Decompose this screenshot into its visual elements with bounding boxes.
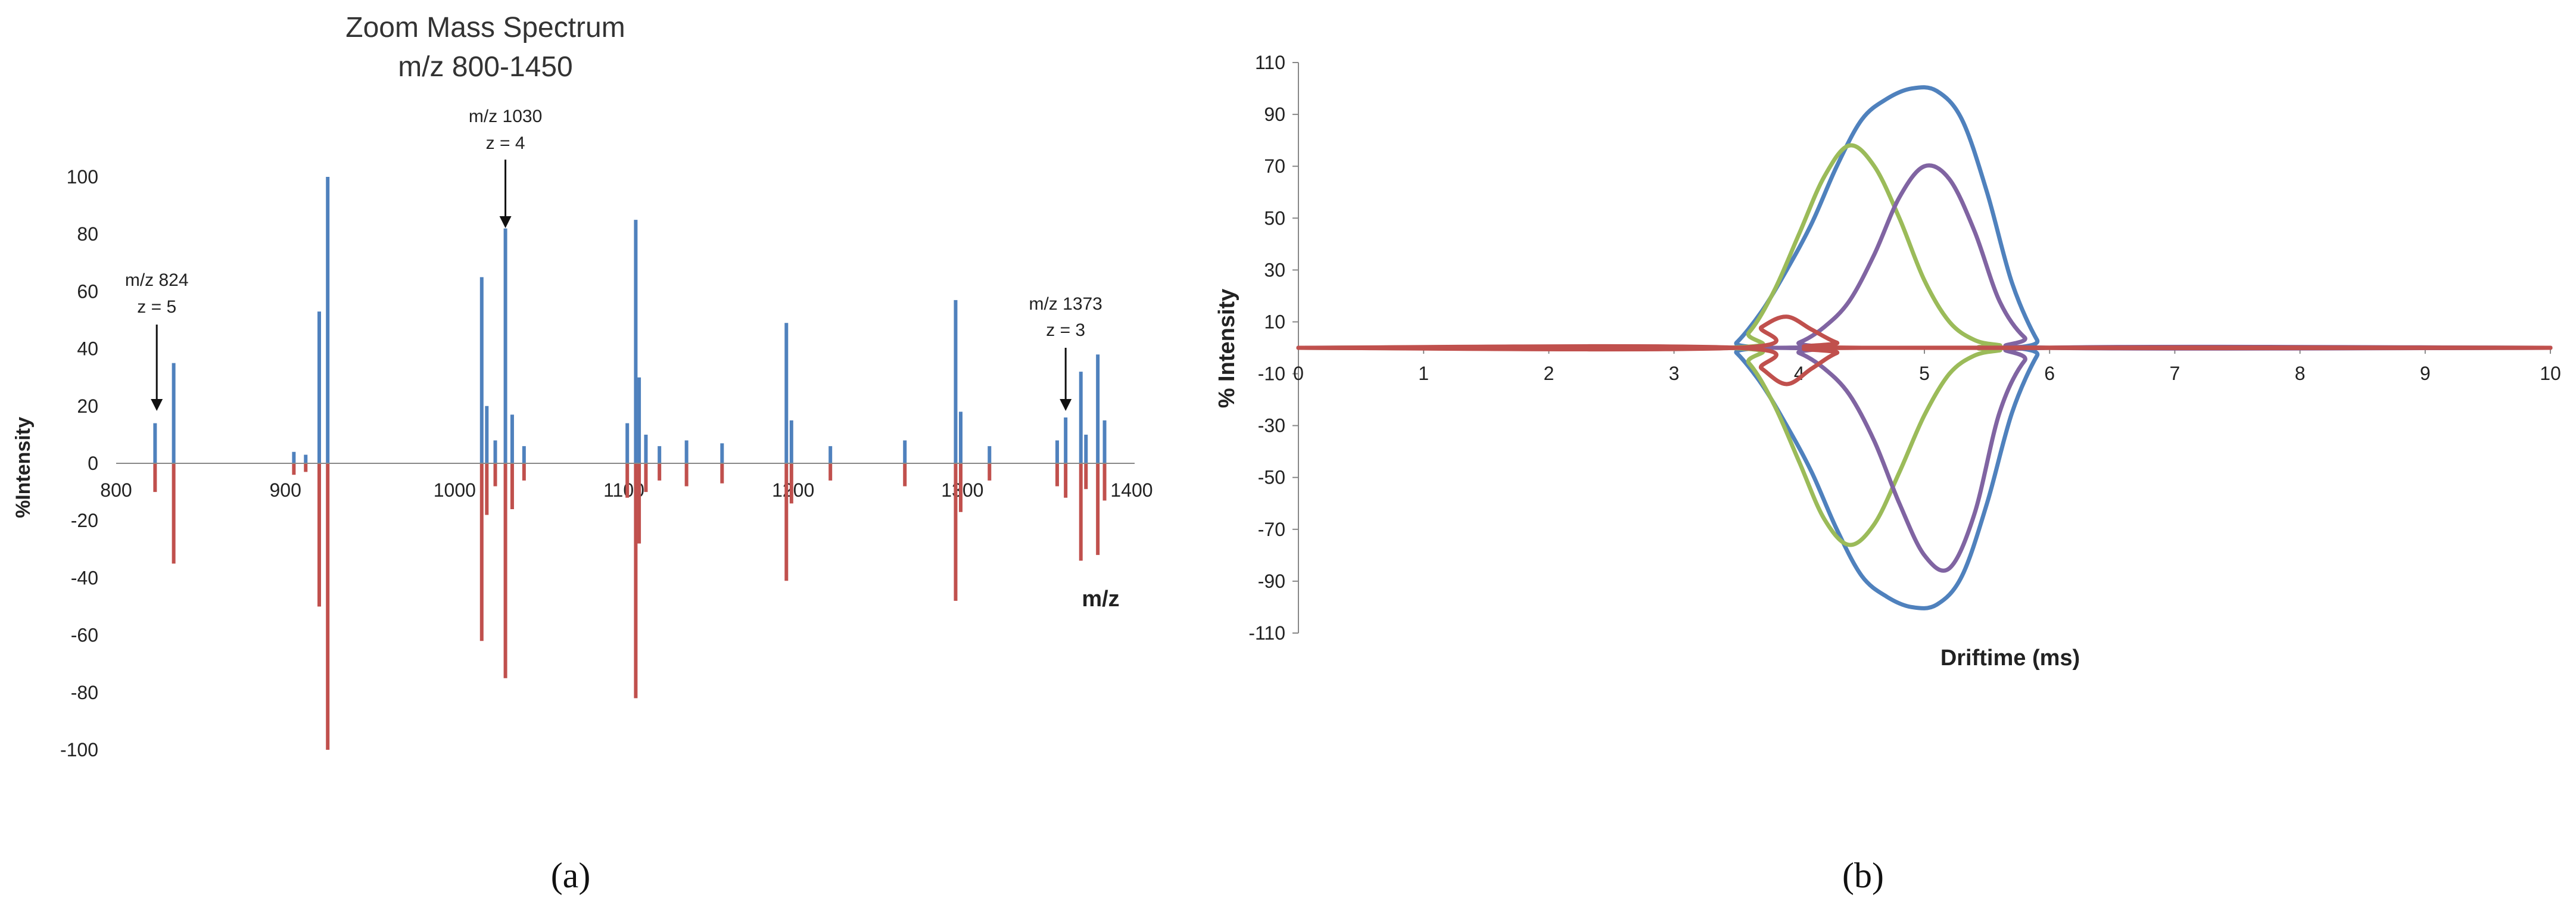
annotation-arrowhead <box>1060 399 1072 411</box>
drift-series-line-0 <box>1296 85 2553 351</box>
y-tick-label: 50 <box>1264 207 1285 229</box>
drift-series-line-4 <box>1296 163 2553 351</box>
y-tick-label: -90 <box>1258 571 1285 592</box>
peak-annotation-m-z-1373: m/z 1373 z = 3 <box>1029 294 1102 411</box>
y-tick-label: -110 <box>1248 622 1285 644</box>
chart-subtitle: m/z 800-1450 <box>398 51 573 83</box>
x-tick-label: 1000 <box>434 479 476 501</box>
x-tick-label: 3 <box>1669 363 1680 384</box>
y-tick-label: 20 <box>77 395 98 417</box>
y-tick-label: -30 <box>1258 415 1285 437</box>
x-tick-label: 0 <box>1293 363 1304 384</box>
y-tick-label: -70 <box>1258 519 1285 540</box>
panel-b-driftime: % Intensity Driftime (ms) 1109070503010-… <box>1214 52 2561 671</box>
y-tick-label: -100 <box>60 739 98 760</box>
y-tick-label: 0 <box>88 453 98 474</box>
x-tick-label: 5 <box>1919 363 1930 384</box>
annotation-charge: z = 3 <box>1046 320 1085 340</box>
y-tick-label: -80 <box>71 682 98 703</box>
y-axis-label: %Intensity <box>12 417 35 518</box>
y-tick-label: 90 <box>1264 104 1285 125</box>
y-tick-label: 10 <box>1264 311 1285 332</box>
y-tick-label: 100 <box>67 166 98 188</box>
x-tick-label: 1400 <box>1110 479 1152 501</box>
drift-series-line-2 <box>1296 143 2553 351</box>
y-tick-label: 40 <box>77 338 98 360</box>
y-tick-label: 60 <box>77 280 98 302</box>
x-tick-label: 1 <box>1418 363 1429 384</box>
x-tick-label: 2 <box>1544 363 1555 384</box>
annotation-mz: m/z 1030 <box>469 107 542 126</box>
x-tick-label: 7 <box>2170 363 2181 384</box>
y-tick-label: 30 <box>1264 259 1285 280</box>
drift-series-line-6 <box>1296 314 2553 352</box>
drift-series-line-7 <box>1296 344 2553 387</box>
annotation-mz: m/z 1373 <box>1029 294 1102 314</box>
y-tick-label: -10 <box>1258 363 1285 385</box>
x-axis-label-b: Driftime (ms) <box>1940 646 2080 671</box>
y-tick-label: -60 <box>71 625 98 646</box>
annotation-arrowhead <box>151 399 163 411</box>
y-tick-label: -50 <box>1258 467 1285 488</box>
panel-a-spectrum: Zoom Mass Spectrum m/z 800-1450 %Intensi… <box>12 12 1153 760</box>
y-tick-label: 70 <box>1264 155 1285 177</box>
x-axis-label: m/z <box>1082 587 1119 612</box>
peak-annotation-m-z-1030: m/z 1030 z = 4 <box>469 107 542 228</box>
x-tick-label: 800 <box>100 479 132 501</box>
annotation-arrowhead <box>499 216 512 228</box>
panel-a-caption: (a) <box>551 856 591 895</box>
annotation-charge: z = 5 <box>137 297 176 317</box>
annotation-charge: z = 4 <box>486 133 525 153</box>
x-tick-label: 10 <box>2540 363 2561 384</box>
peak-annotation-m-z-824: m/z 824 z = 5 <box>125 270 189 411</box>
x-tick-label: 6 <box>2044 363 2055 384</box>
y-tick-label: -20 <box>71 510 98 531</box>
annotation-mz: m/z 824 <box>125 270 189 290</box>
x-tick-label: 8 <box>2295 363 2306 384</box>
drift-series-line-1 <box>1296 345 2553 610</box>
x-tick-label: 9 <box>2420 363 2431 384</box>
x-tick-label: 900 <box>269 479 301 501</box>
y-tick-label: 80 <box>77 223 98 245</box>
y-tick-label: 110 <box>1255 52 1285 73</box>
y-axis-label-b: % Intensity <box>1214 289 1239 409</box>
y-tick-label: -40 <box>71 567 98 588</box>
chart-title: Zoom Mass Spectrum <box>345 12 625 43</box>
panel-b-caption: (b) <box>1842 856 1884 895</box>
